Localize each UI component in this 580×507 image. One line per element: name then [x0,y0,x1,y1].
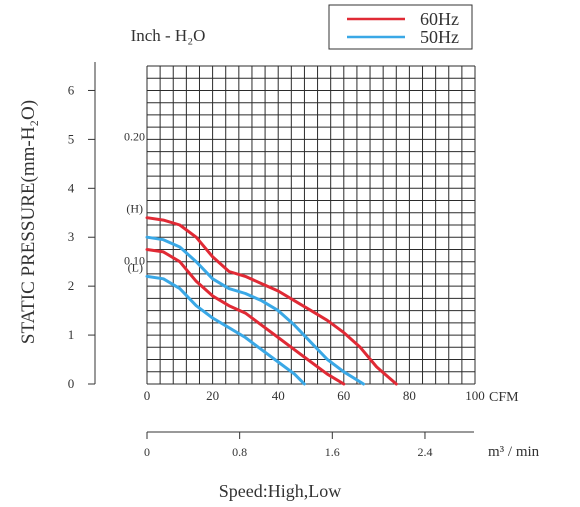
x-tick-label: 40 [272,388,285,403]
chart-axes: 0 1 2 3 4 5 6 0.20 0.10 (H) (L) 0 20 40 60 80 100 CFM 0 0.8… [68,62,540,460]
x-tick-label: 100 [465,388,485,403]
caption: Speed:High,Low [219,481,341,501]
y-tick-label: 1 [68,327,75,342]
x-tick-label: 60 [337,388,350,403]
y-tick-label: 0 [68,376,75,391]
curve-60hz-low [145,248,346,386]
x-tick-label: 0 [144,388,151,403]
legend-label-50hz: 50Hz [420,27,459,47]
y-tick-label: 3 [68,229,75,244]
x-axis-label: CFM [489,390,519,405]
y-tick-label: 4 [68,180,75,195]
legend-box [328,4,473,50]
chart-labels: Inch - H₂O STATIC PRESSURE(mm-H₂O) Speed:H… [18,26,341,501]
curve-60hz-high [145,216,398,386]
y-tick-label: 6 [68,82,75,97]
unit-label: Inch - H₂O [131,26,206,45]
y-tick-label: 2 [68,278,75,293]
x2-axis-label: m³ / min [488,444,540,460]
x-tick-label: 20 [206,388,219,403]
y-axis-label: STATIC PRESSURE(mm-H₂O) [18,100,39,344]
chart-grid [146,65,476,385]
x2-tick-label: 0.8 [232,445,247,459]
x-tick-label: 80 [403,388,416,403]
x2-tick-label: 1.6 [325,445,340,459]
inch-tick-label: 0.10 [124,254,145,268]
curve-50hz-high [145,235,365,386]
speed-mark-label: (L) [128,260,143,274]
curve-50hz-low [145,274,306,386]
performance-curves [145,216,398,386]
legend-label-60hz: 60Hz [420,9,459,29]
inch-tick-label: 0.20 [124,129,145,143]
x2-tick-label: 2.4 [417,445,432,459]
y-tick-label: 5 [68,131,75,146]
x2-tick-label: 0 [144,445,150,459]
speed-mark-label: (H) [126,202,143,216]
